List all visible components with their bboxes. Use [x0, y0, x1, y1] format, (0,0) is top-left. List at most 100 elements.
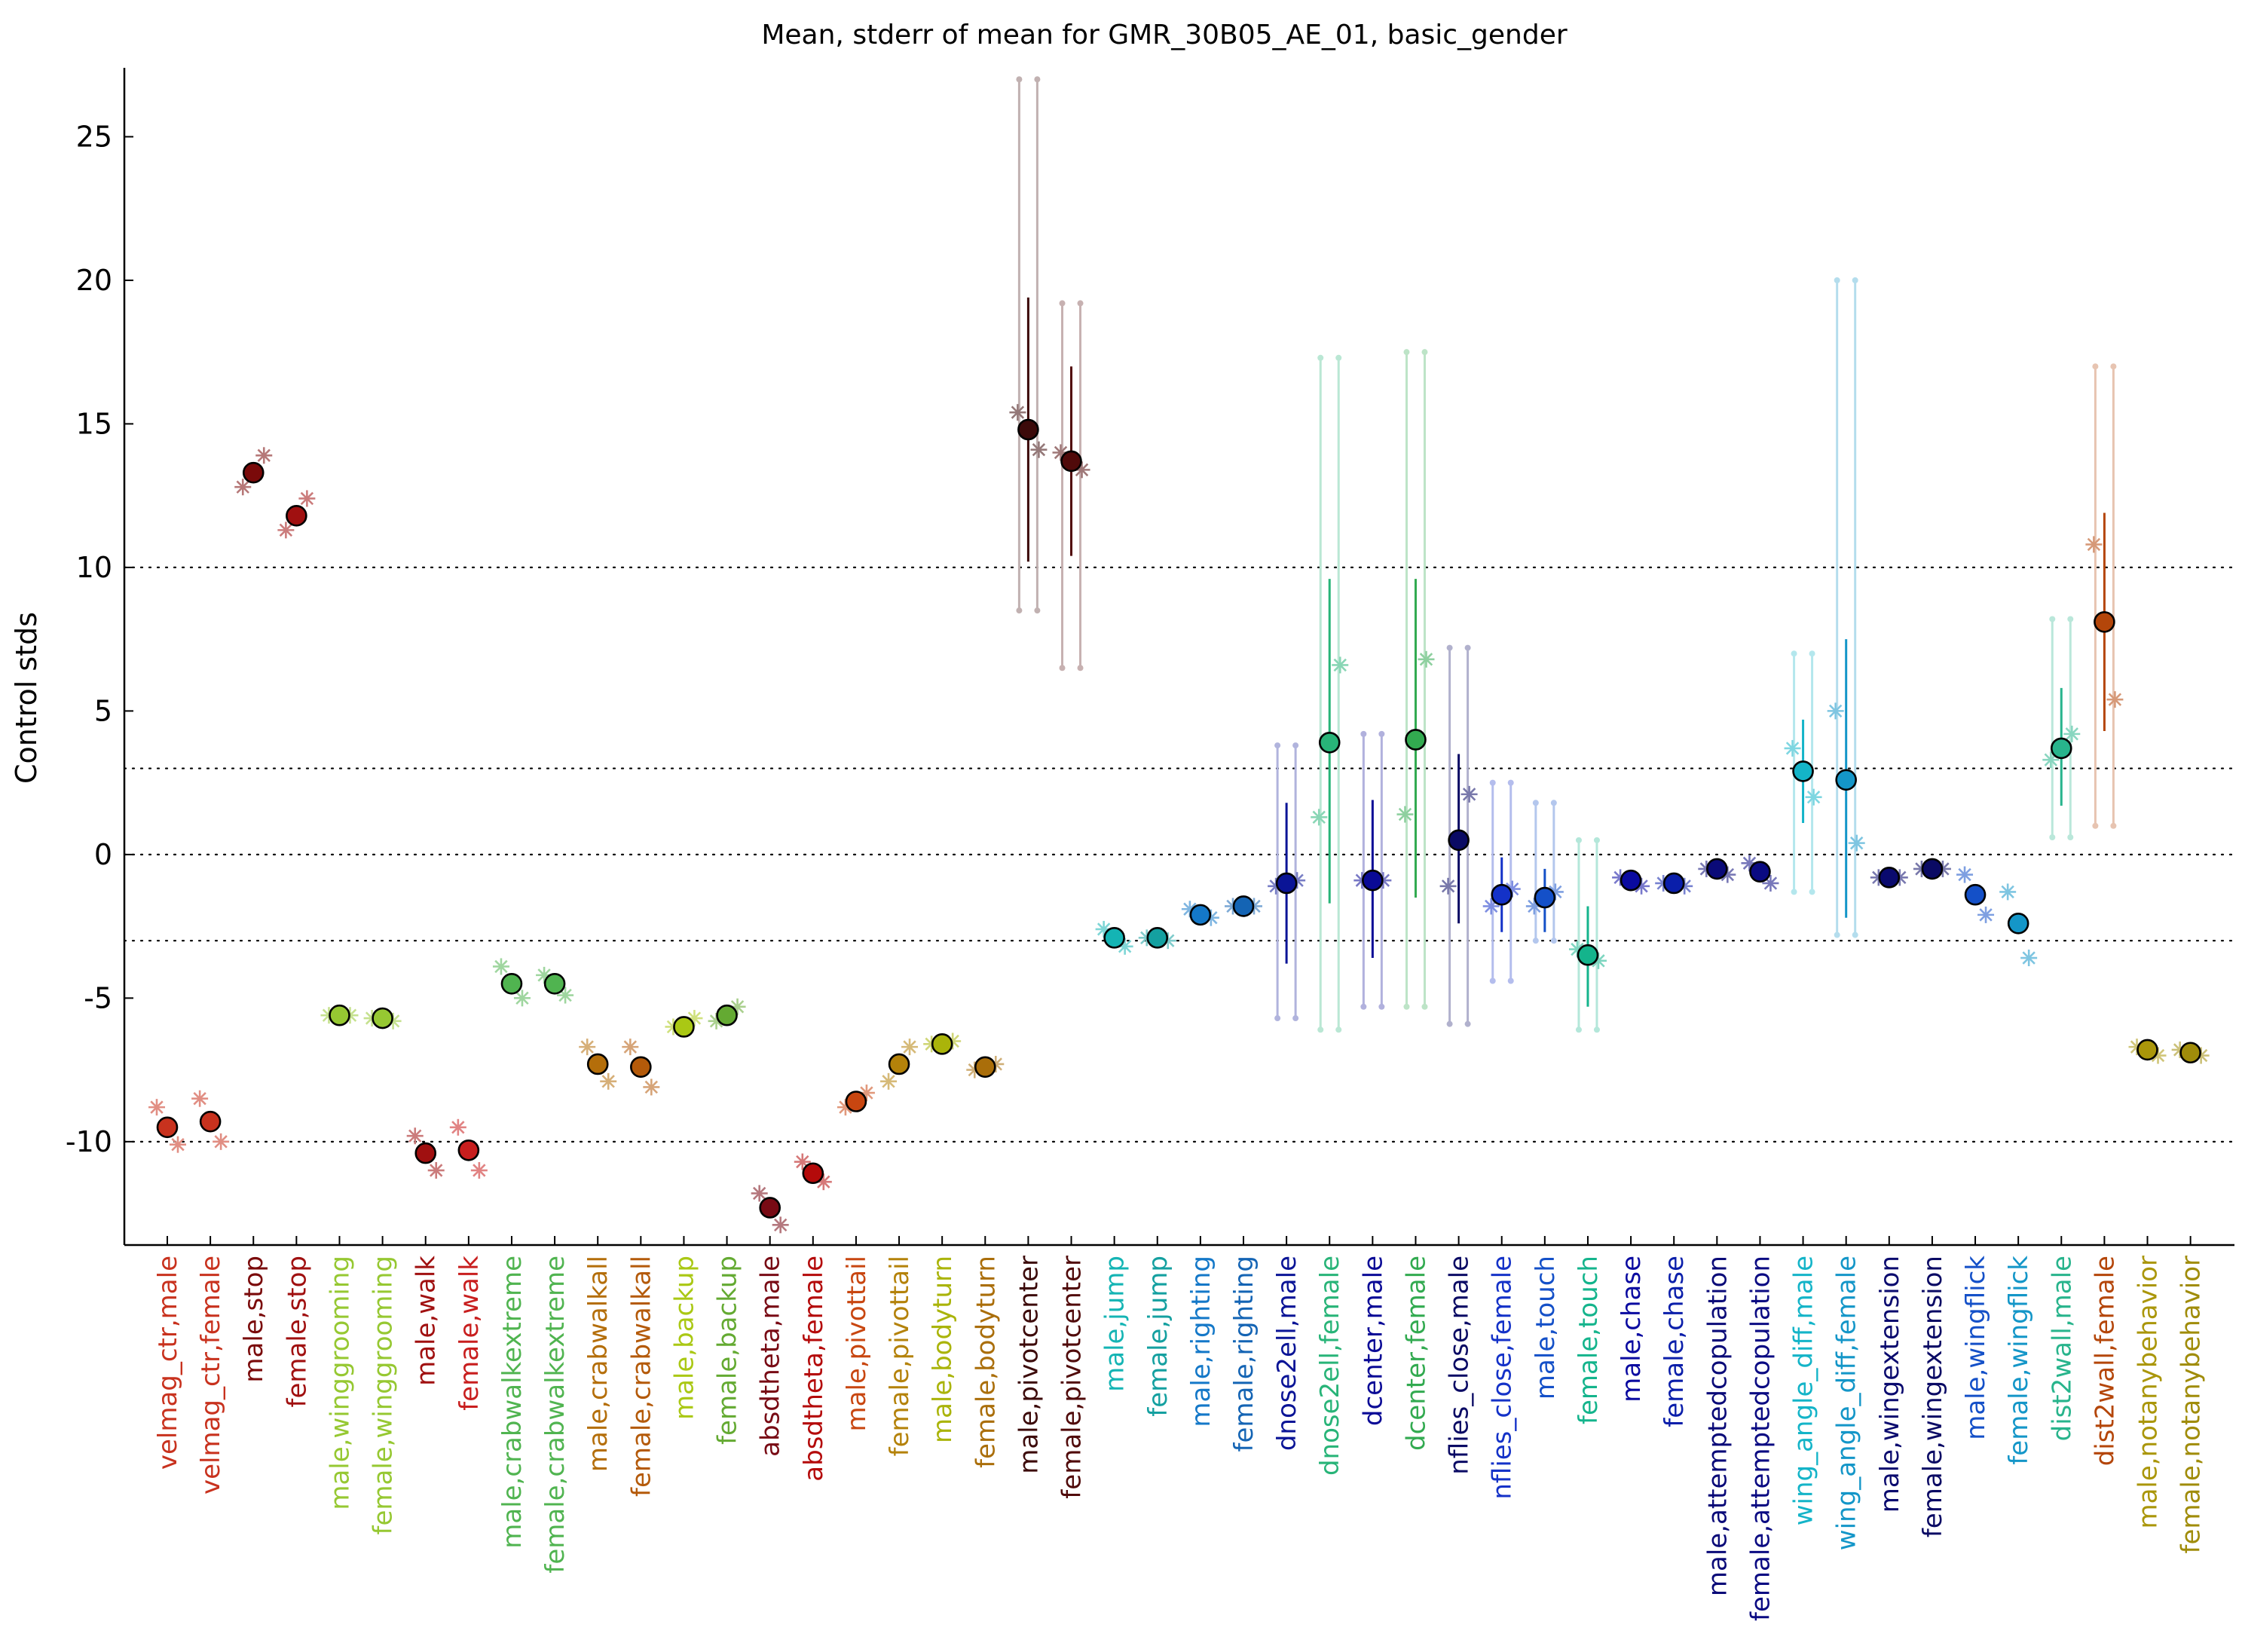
x-tick-label: dcenter,male — [1358, 1256, 1388, 1426]
control-marker-stroke — [1785, 742, 1800, 755]
mean-point — [457, 1139, 480, 1161]
x-tick-label: female,bodyturn — [971, 1256, 1001, 1468]
mean-point — [586, 1053, 609, 1075]
range-bar-end — [1360, 730, 1367, 737]
control-marker-stroke — [2065, 727, 2078, 741]
control-marker — [622, 1039, 639, 1056]
control-marker — [1999, 883, 2017, 901]
control-marker — [901, 1039, 919, 1056]
mean-point — [1662, 872, 1685, 895]
reference-lines — [123, 566, 2236, 1143]
x-tick-label: male,chase — [1617, 1256, 1647, 1403]
control-marker-stroke — [1183, 902, 1197, 916]
x-tick-label: male,pivottail — [842, 1256, 872, 1431]
control-marker-stroke — [1979, 908, 1993, 922]
x-tick-label: male,backup — [669, 1256, 699, 1420]
control-marker-stroke — [1333, 658, 1347, 672]
range-bar-end — [2067, 834, 2074, 841]
control-marker-stroke — [1720, 867, 1735, 882]
control-marker-stroke — [817, 1175, 830, 1189]
range-bar-end — [1317, 1026, 1324, 1033]
control-marker-stroke — [1398, 807, 1412, 821]
control-marker-stroke — [2151, 1048, 2165, 1063]
mean-point — [1189, 904, 1212, 926]
control-marker-stroke — [473, 1164, 486, 1177]
control-marker — [1439, 877, 1457, 895]
control-marker — [1461, 785, 1478, 803]
range-bar-end — [1016, 76, 1023, 83]
control-marker-stroke — [1441, 880, 1455, 893]
y-tick-label: -10 — [66, 1125, 112, 1158]
range-bar-end — [1834, 277, 1840, 283]
control-marker-stroke — [193, 1092, 206, 1106]
mean-point — [1017, 418, 1039, 441]
control-marker-stroke — [451, 1121, 465, 1134]
range-bar-end — [1077, 300, 1084, 307]
x-tick-label: female,attemptedcopulation — [1745, 1256, 1776, 1621]
mean-point — [242, 461, 265, 484]
range-bar-end — [1335, 1026, 1342, 1033]
x-tick-label: velmag_ctr,female — [196, 1256, 226, 1494]
control-marker-stroke — [430, 1164, 443, 1177]
control-marker — [2020, 950, 2038, 967]
control-marker — [492, 958, 509, 975]
mean-point — [974, 1056, 996, 1078]
control-marker-stroke — [1763, 876, 1778, 890]
range-bar-end — [1593, 837, 1600, 843]
control-marker — [1009, 404, 1026, 421]
control-marker-stroke — [300, 491, 314, 506]
mean-point — [1232, 895, 1255, 917]
x-tick-label: dcenter,female — [1401, 1256, 1431, 1451]
control-marker-stroke — [601, 1075, 615, 1088]
x-tick-label: female,crabwalkextreme — [540, 1256, 570, 1574]
x-tick-label: male,bodyturn — [928, 1256, 958, 1443]
control-marker — [1332, 656, 1349, 674]
x-tick-label: male,crabwalkall — [583, 1256, 613, 1472]
mean-point — [1405, 729, 1427, 751]
control-marker — [794, 1153, 811, 1170]
mean-point — [1491, 883, 1513, 906]
range-bar-end — [1852, 277, 1858, 283]
x-tick-label: male,touch — [1531, 1256, 1561, 1400]
range-bar-end — [1507, 977, 1514, 984]
mean-point — [759, 1197, 781, 1219]
range-bar-end — [1292, 742, 1299, 749]
control-marker — [686, 1010, 703, 1027]
range-bar-end — [1059, 665, 1066, 672]
range-bar-end — [1360, 1003, 1367, 1010]
range-bar-end — [2092, 822, 2099, 829]
range-bar-end — [1489, 779, 1496, 786]
control-marker-stroke — [494, 959, 508, 974]
mean-point — [2179, 1042, 2201, 1064]
mean-point — [2050, 737, 2072, 760]
range-bar-end — [1403, 349, 1410, 356]
x-tick-label: wing_angle_diff,male — [1789, 1256, 1819, 1525]
range-bar-end — [1446, 644, 1453, 651]
control-marker — [579, 1039, 596, 1056]
control-marker-stroke — [1828, 704, 1843, 718]
mean-point — [372, 1007, 393, 1029]
mean-point — [286, 505, 307, 527]
control-marker-stroke — [644, 1080, 659, 1094]
range-bar-end — [1446, 1020, 1453, 1027]
x-tick-label: female,jump — [1143, 1256, 1173, 1417]
mean-point — [1620, 869, 1642, 892]
control-marker-stroke — [1806, 790, 1821, 804]
mean-point — [1318, 731, 1341, 754]
range-bar-end — [1292, 1015, 1299, 1022]
range-bar-end — [2092, 363, 2099, 370]
range-bar-end — [1791, 889, 1797, 895]
x-tick-label: female,pivotcenter — [1057, 1256, 1087, 1499]
x-tick-label: female,winggrooming — [369, 1256, 399, 1535]
range-bar-end — [1791, 650, 1797, 657]
y-tick-label: 25 — [76, 120, 112, 153]
range-bar-end — [1507, 779, 1514, 786]
mean-point — [156, 1116, 179, 1139]
range-bar-end — [1421, 349, 1428, 356]
y-tick-label: -5 — [84, 981, 112, 1014]
control-marker — [1030, 441, 1048, 458]
range-bar-end — [2049, 616, 2056, 623]
mean-point — [1060, 450, 1082, 473]
control-marker — [277, 522, 295, 539]
